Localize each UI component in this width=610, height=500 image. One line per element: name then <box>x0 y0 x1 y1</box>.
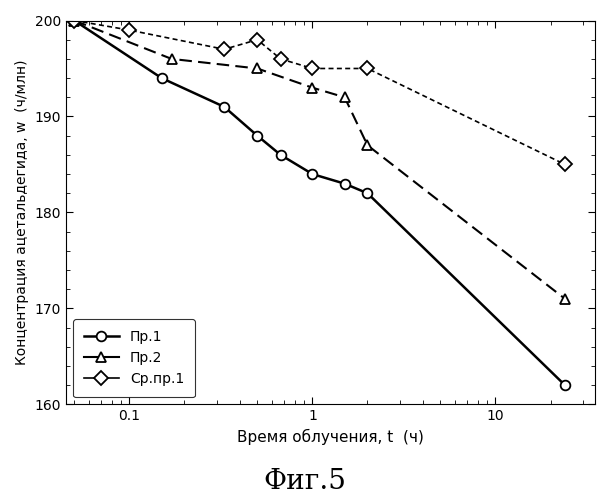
Ср.пр.1 <box>254 36 261 43</box>
Ср.пр.1 <box>364 66 371 71</box>
Пр.2 <box>364 142 371 148</box>
Пр.1 <box>309 171 316 177</box>
Line: Пр.2: Пр.2 <box>70 16 570 304</box>
Ср.пр.1 <box>126 27 133 33</box>
Ср.пр.1 <box>71 18 78 24</box>
Ср.пр.1 <box>561 162 569 168</box>
Y-axis label: Концентрация ацетальдегида, w  (ч/млн): Концентрация ацетальдегида, w (ч/млн) <box>15 60 29 365</box>
Пр.1 <box>158 75 165 81</box>
Ср.пр.1 <box>277 56 284 62</box>
Пр.1 <box>221 104 228 110</box>
Пр.1 <box>561 382 569 388</box>
Пр.1 <box>254 132 261 138</box>
Пр.1 <box>364 190 371 196</box>
Пр.1 <box>341 180 348 186</box>
Ср.пр.1 <box>221 46 228 52</box>
Text: Фиг.5: Фиг.5 <box>264 468 346 495</box>
Пр.2 <box>71 18 78 24</box>
Пр.1 <box>71 18 78 24</box>
X-axis label: Время облучения, t  (ч): Время облучения, t (ч) <box>237 429 424 445</box>
Line: Пр.1: Пр.1 <box>70 16 570 390</box>
Пр.2 <box>309 84 316 90</box>
Пр.2 <box>254 66 261 71</box>
Пр.1 <box>277 152 284 158</box>
Пр.2 <box>341 94 348 100</box>
Line: Ср.пр.1: Ср.пр.1 <box>70 16 570 170</box>
Пр.2 <box>168 56 175 62</box>
Legend: Пр.1, Пр.2, Ср.пр.1: Пр.1, Пр.2, Ср.пр.1 <box>73 320 195 398</box>
Ср.пр.1 <box>309 66 316 71</box>
Пр.2 <box>561 296 569 302</box>
